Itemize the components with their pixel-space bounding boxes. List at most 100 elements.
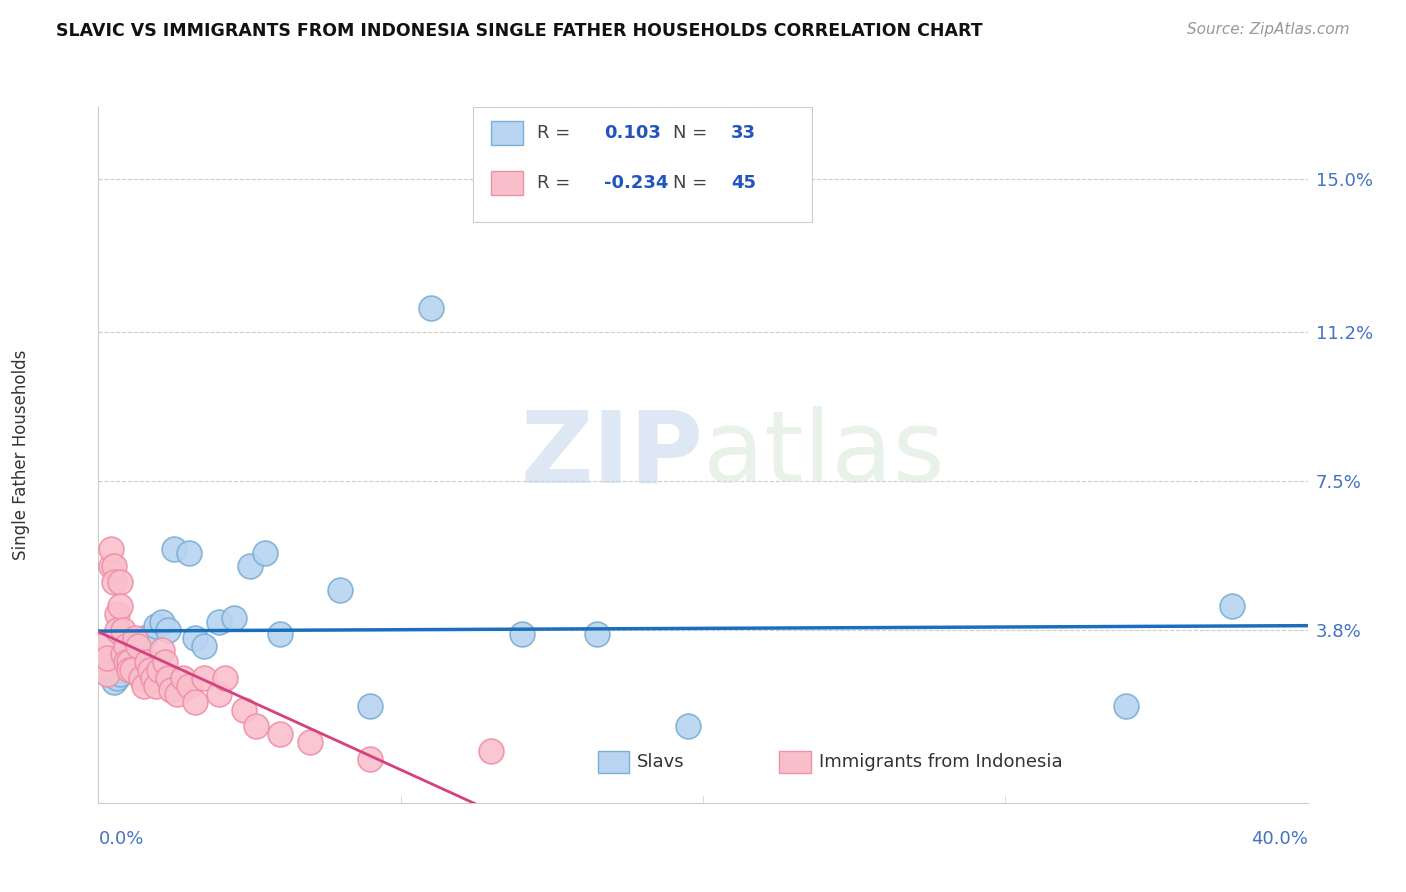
FancyBboxPatch shape: [474, 107, 811, 222]
Text: Slavs: Slavs: [637, 753, 685, 771]
Text: atlas: atlas: [703, 407, 945, 503]
Point: [121, 663, 143, 677]
Point: [360, 751, 382, 765]
Point: [269, 627, 291, 641]
Point: [166, 687, 188, 701]
Text: Single Father Households: Single Father Households: [13, 350, 30, 560]
Point: [108, 667, 131, 681]
Point: [105, 671, 128, 685]
Point: [142, 671, 165, 685]
Point: [1115, 699, 1137, 714]
Point: [129, 671, 152, 685]
Point: [132, 631, 155, 645]
Text: ZIP: ZIP: [520, 407, 703, 503]
Point: [329, 582, 352, 597]
Point: [100, 655, 122, 669]
Point: [121, 659, 143, 673]
Point: [105, 607, 128, 621]
FancyBboxPatch shape: [779, 751, 811, 772]
Point: [100, 558, 122, 573]
Point: [103, 675, 125, 690]
Point: [179, 546, 201, 560]
Point: [118, 663, 141, 677]
Point: [90, 639, 112, 653]
Text: 0.103: 0.103: [603, 124, 661, 142]
Text: 0.0%: 0.0%: [98, 830, 143, 847]
Point: [676, 719, 699, 733]
Point: [114, 655, 136, 669]
Point: [111, 647, 134, 661]
Point: [269, 727, 291, 741]
Text: -0.234: -0.234: [603, 174, 668, 193]
Point: [153, 655, 176, 669]
Text: R =: R =: [537, 124, 576, 142]
Point: [1220, 599, 1243, 613]
FancyBboxPatch shape: [492, 121, 523, 145]
Point: [253, 546, 276, 560]
Point: [111, 623, 134, 637]
Point: [139, 655, 162, 669]
Text: 45: 45: [731, 174, 756, 193]
Point: [299, 735, 322, 749]
Point: [193, 671, 215, 685]
Point: [193, 639, 215, 653]
Point: [111, 651, 134, 665]
Text: R =: R =: [537, 174, 576, 193]
Point: [150, 615, 173, 629]
Point: [481, 743, 503, 757]
Point: [239, 558, 262, 573]
Point: [156, 623, 179, 637]
Point: [150, 643, 173, 657]
Point: [114, 639, 136, 653]
Text: N =: N =: [673, 174, 713, 193]
Text: N =: N =: [673, 124, 713, 142]
Point: [232, 703, 254, 717]
Point: [139, 663, 162, 677]
Text: SLAVIC VS IMMIGRANTS FROM INDONESIA SINGLE FATHER HOUSEHOLDS CORRELATION CHART: SLAVIC VS IMMIGRANTS FROM INDONESIA SING…: [56, 22, 983, 40]
Point: [420, 301, 443, 315]
Text: Immigrants from Indonesia: Immigrants from Indonesia: [820, 753, 1063, 771]
Point: [145, 619, 167, 633]
Point: [108, 574, 131, 589]
Point: [360, 699, 382, 714]
Point: [208, 687, 231, 701]
Point: [586, 627, 609, 641]
Point: [160, 683, 183, 698]
Text: Source: ZipAtlas.com: Source: ZipAtlas.com: [1187, 22, 1350, 37]
Point: [127, 639, 149, 653]
Point: [96, 667, 118, 681]
FancyBboxPatch shape: [492, 171, 523, 195]
Point: [214, 671, 236, 685]
Point: [127, 667, 149, 681]
Text: 33: 33: [731, 124, 756, 142]
Point: [103, 574, 125, 589]
Point: [163, 542, 186, 557]
Point: [208, 615, 231, 629]
Point: [114, 643, 136, 657]
Point: [224, 611, 246, 625]
Point: [118, 639, 141, 653]
Point: [93, 663, 115, 677]
Text: 40.0%: 40.0%: [1251, 830, 1308, 847]
Point: [124, 631, 146, 645]
Point: [179, 679, 201, 693]
Point: [148, 663, 170, 677]
Point: [156, 671, 179, 685]
Point: [100, 542, 122, 557]
Point: [103, 558, 125, 573]
Point: [510, 627, 533, 641]
Point: [172, 671, 194, 685]
FancyBboxPatch shape: [598, 751, 630, 772]
Point: [124, 663, 146, 677]
Point: [135, 655, 157, 669]
Point: [245, 719, 267, 733]
Point: [96, 651, 118, 665]
Point: [132, 679, 155, 693]
Point: [105, 623, 128, 637]
Point: [93, 659, 115, 673]
Point: [184, 695, 207, 709]
Point: [145, 679, 167, 693]
Point: [118, 655, 141, 669]
Point: [184, 631, 207, 645]
Point: [108, 599, 131, 613]
